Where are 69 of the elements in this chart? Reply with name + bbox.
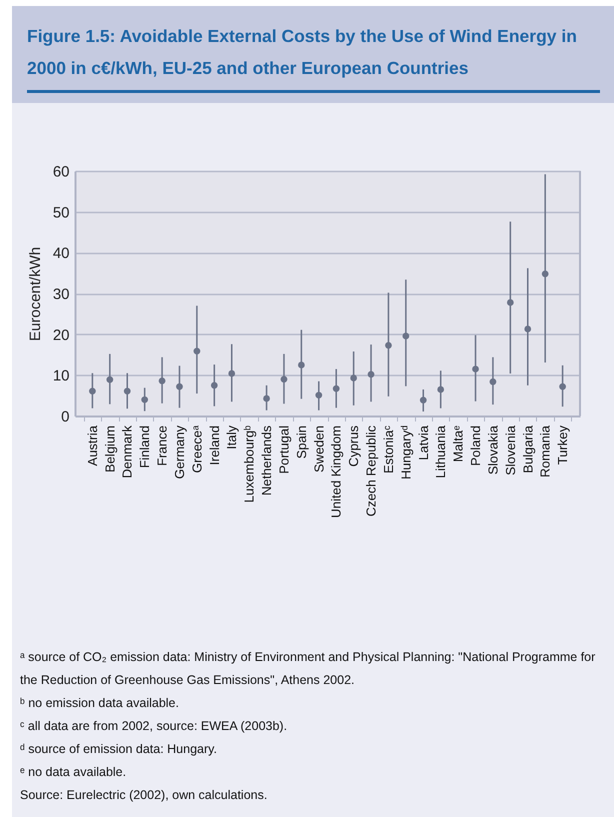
point [141, 396, 148, 404]
x-tick-label: Ireland [206, 426, 222, 466]
point [542, 270, 549, 278]
y-axis-title: Eurocent/kWh [26, 246, 44, 342]
x-tick-label: Maltaᵉ [450, 425, 466, 462]
x-tick-label: Romania [538, 424, 553, 478]
point [89, 388, 96, 394]
x-tick-label: Slovenia [502, 424, 518, 476]
point [176, 383, 183, 390]
point [263, 395, 270, 402]
point [524, 326, 532, 332]
x-tick-label: Lithuania [433, 424, 448, 478]
x-tick-label: Portugal [276, 425, 292, 474]
point [106, 376, 114, 384]
text: ᶜ all data are from 2002, source: EWEA (2003b). [20, 718, 288, 735]
y-tick-label: 20 [52, 326, 70, 344]
y-tick-label: 40 [52, 245, 70, 262]
y-tick-label: 0 [61, 408, 70, 426]
point [420, 396, 427, 404]
x-tick-label: Estoniaᶜ [380, 425, 396, 474]
text: ᵇ no emission data available. [20, 695, 180, 712]
point [158, 378, 166, 384]
x-tick-label: Spain [294, 426, 309, 459]
x-tick-label: Belgium [102, 426, 118, 472]
point [280, 376, 288, 383]
x-tick-label: Sweden [311, 426, 326, 472]
x-tick-label: Turkey [555, 425, 570, 465]
point [506, 299, 514, 306]
x-tick-label: Latvia [416, 424, 431, 460]
point [472, 366, 479, 372]
y-tick-label: 50 [52, 204, 70, 222]
x-tick-label: Italy [224, 425, 240, 450]
x-tick-label: Hungaryᵈ [398, 425, 414, 480]
x-tick-label: Bulgaria [520, 424, 536, 474]
point [124, 388, 131, 394]
x-tick-label: United Kingdom [328, 426, 344, 518]
x-tick-label: Poland [468, 426, 484, 466]
y-tick-label: 30 [52, 286, 70, 303]
source-note: Source: Eurelectric (2002), own calculations. [20, 787, 268, 804]
point [194, 348, 200, 354]
y-tick-label: 60 [52, 164, 70, 180]
point [315, 392, 322, 399]
text: ᵃ source of CO₂ emission data: Ministry of Environment and Physical Planning: "National Programme for the Reduction of Greenhouse Gas Emissions", Athens 2002. [20, 649, 596, 689]
x-tick-label: Luxembourgᵇ [242, 425, 257, 503]
y-tick-label: 10 [52, 368, 70, 385]
point [332, 385, 340, 392]
point [402, 332, 410, 340]
x-tick-label: Finland [137, 426, 152, 468]
point [298, 362, 305, 368]
x-tick-label: France [154, 426, 170, 466]
point [385, 342, 392, 349]
text: ᵈ source of emission data: Hungary. [20, 741, 218, 758]
x-tick-label: Netherlands [259, 425, 274, 496]
chart-title: Figure 1.5: Avoidable External Costs by the Use of Wind Energy in 2000 in c€/kWh, EU-25 and other European Countries [27, 20, 600, 93]
point [210, 382, 218, 389]
x-tick-label: Greeceᵃ [189, 425, 204, 473]
x-tick-label: Germany [172, 425, 187, 479]
x-tick-label: Slovakia [485, 424, 500, 475]
x-tick-label: Denmark [120, 425, 135, 478]
point [368, 371, 374, 378]
text: ᵉ no data available. [20, 764, 128, 781]
point [228, 370, 236, 377]
point [437, 386, 444, 393]
point [490, 378, 496, 386]
x-tick-label: Austria [84, 424, 100, 466]
point [559, 383, 566, 390]
x-tick-label: Czech Republic [364, 425, 379, 517]
x-tick-label: Cyprus [346, 425, 362, 467]
point [350, 374, 357, 382]
